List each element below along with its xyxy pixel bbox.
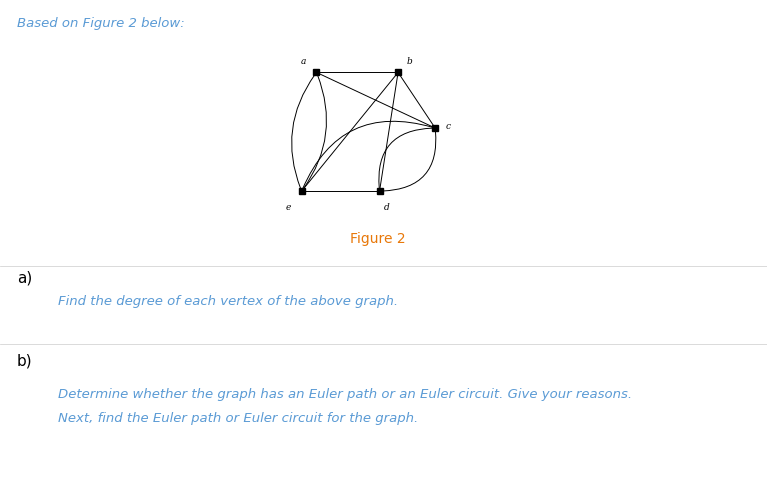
Text: c: c	[446, 122, 451, 131]
Text: Determine whether the graph has an Euler path or an Euler circuit. Give your rea: Determine whether the graph has an Euler…	[58, 388, 632, 401]
Text: Figure 2: Figure 2	[350, 232, 405, 246]
Text: b): b)	[17, 354, 32, 369]
Text: b: b	[407, 57, 412, 66]
Text: Find the degree of each vertex of the above graph.: Find the degree of each vertex of the ab…	[58, 295, 397, 308]
Text: Next, find the Euler path or Euler circuit for the graph.: Next, find the Euler path or Euler circu…	[58, 412, 418, 426]
Text: a): a)	[17, 271, 32, 286]
Text: e: e	[286, 203, 291, 212]
Text: d: d	[384, 203, 390, 212]
Text: a: a	[301, 57, 306, 66]
Text: Based on Figure 2 below:: Based on Figure 2 below:	[17, 17, 185, 30]
